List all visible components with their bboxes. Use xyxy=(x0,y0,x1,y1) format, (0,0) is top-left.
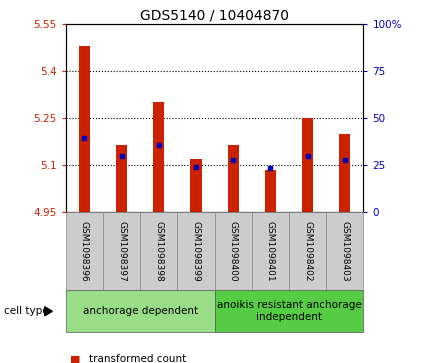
Title: GDS5140 / 10404870: GDS5140 / 10404870 xyxy=(140,8,289,23)
Text: GSM1098396: GSM1098396 xyxy=(80,221,89,282)
Text: ■: ■ xyxy=(70,354,81,363)
Text: GSM1098402: GSM1098402 xyxy=(303,221,312,282)
Bar xyxy=(228,145,239,212)
Bar xyxy=(153,102,164,212)
Bar xyxy=(116,145,127,212)
Text: cell type: cell type xyxy=(4,306,49,316)
Bar xyxy=(302,118,313,212)
Text: anchorage dependent: anchorage dependent xyxy=(83,306,198,316)
Bar xyxy=(190,159,201,212)
Bar xyxy=(339,134,350,212)
Text: GSM1098397: GSM1098397 xyxy=(117,221,126,282)
Text: GSM1098399: GSM1098399 xyxy=(192,221,201,282)
Polygon shape xyxy=(45,307,52,316)
Text: GSM1098403: GSM1098403 xyxy=(340,221,349,282)
Text: GSM1098398: GSM1098398 xyxy=(154,221,163,282)
Text: transformed count: transformed count xyxy=(89,354,187,363)
Bar xyxy=(265,170,276,212)
Text: GSM1098400: GSM1098400 xyxy=(229,221,238,282)
Text: GSM1098401: GSM1098401 xyxy=(266,221,275,282)
Text: anoikis resistant anchorage
independent: anoikis resistant anchorage independent xyxy=(217,301,361,322)
Bar xyxy=(79,46,90,212)
